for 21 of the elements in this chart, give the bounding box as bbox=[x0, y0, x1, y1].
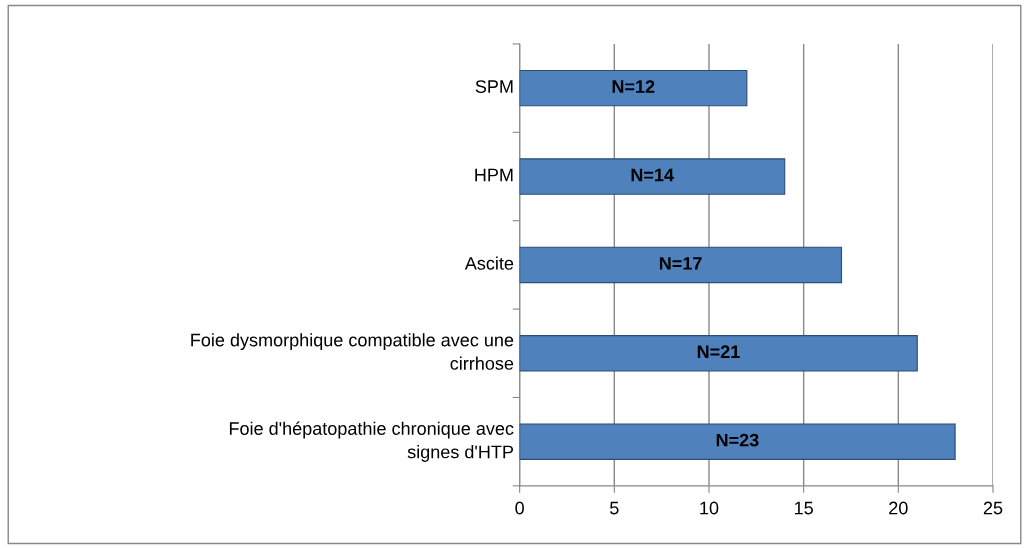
y-tick-label: SPM bbox=[475, 80, 513, 93]
x-tick-label: 25 bbox=[983, 501, 1003, 515]
y-tick-label: Foie dysmorphique compatible avec une cirrhose bbox=[191, 333, 514, 370]
x-tick-label: 5 bbox=[610, 501, 619, 515]
data-label: N=23 bbox=[716, 433, 759, 447]
data-label: N=14 bbox=[631, 168, 674, 182]
bar bbox=[519, 158, 786, 195]
bar bbox=[519, 423, 956, 460]
x-tick-label: 10 bbox=[700, 501, 719, 515]
data-label: N=21 bbox=[697, 345, 740, 358]
y-tick-label: Foie d'hépatopathie chronique avec signes d'HTP bbox=[229, 421, 514, 462]
bar bbox=[519, 335, 918, 372]
x-tick-label: 15 bbox=[794, 501, 813, 515]
bar bbox=[519, 69, 748, 107]
y-tick-label: Ascite bbox=[464, 256, 514, 270]
data-label: N=17 bbox=[659, 257, 702, 270]
y-tick-label: HPM bbox=[475, 168, 513, 182]
x-tick-label: 0 bbox=[515, 501, 524, 515]
x-tick-label: 20 bbox=[889, 501, 908, 515]
data-label: N=12 bbox=[612, 80, 655, 93]
bar bbox=[519, 246, 843, 284]
